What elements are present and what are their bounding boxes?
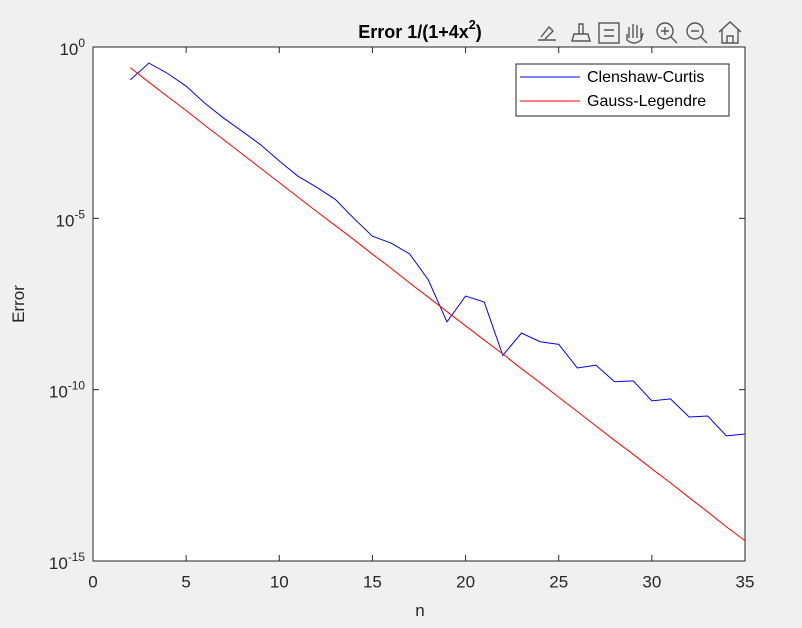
x-tick-label: 30 xyxy=(642,572,661,591)
zoom-in-button[interactable] xyxy=(656,22,678,44)
y-axis-label: Error xyxy=(9,285,28,323)
axes-box xyxy=(92,46,746,562)
x-tick-label: 25 xyxy=(549,572,568,591)
toolbar xyxy=(538,21,742,44)
x-axis-label: n xyxy=(415,601,424,620)
chart-title: Error 1/(1+4x2) xyxy=(358,18,482,41)
export-button[interactable] xyxy=(538,25,556,41)
x-tick-label: 0 xyxy=(88,572,97,591)
y-tick-label: 10-15 xyxy=(49,550,85,573)
y-tick-label: 10-10 xyxy=(49,379,85,402)
brush-button[interactable] xyxy=(571,23,591,42)
x-tick-label: 10 xyxy=(270,572,289,591)
x-tick-label: 15 xyxy=(363,572,382,591)
x-tick-label: 20 xyxy=(456,572,475,591)
legend-label: Gauss-Legendre xyxy=(587,93,706,110)
series-line xyxy=(129,67,746,542)
y-tick-label: 100 xyxy=(59,36,85,59)
legend: Clenshaw-Curtis Gauss-Legendre xyxy=(515,63,730,117)
x-tick-label: 5 xyxy=(181,572,190,591)
legend-button[interactable] xyxy=(598,22,620,44)
legend-label: Clenshaw-Curtis xyxy=(587,69,704,86)
series-line xyxy=(129,62,746,437)
legend-box xyxy=(515,63,730,117)
home-button[interactable] xyxy=(718,21,742,44)
x-tick-label: 35 xyxy=(736,572,755,591)
pan-button[interactable] xyxy=(626,24,644,44)
y-tick-label: 10-5 xyxy=(56,207,86,230)
axes-background xyxy=(93,47,745,561)
zoom-out-button[interactable] xyxy=(686,22,708,44)
